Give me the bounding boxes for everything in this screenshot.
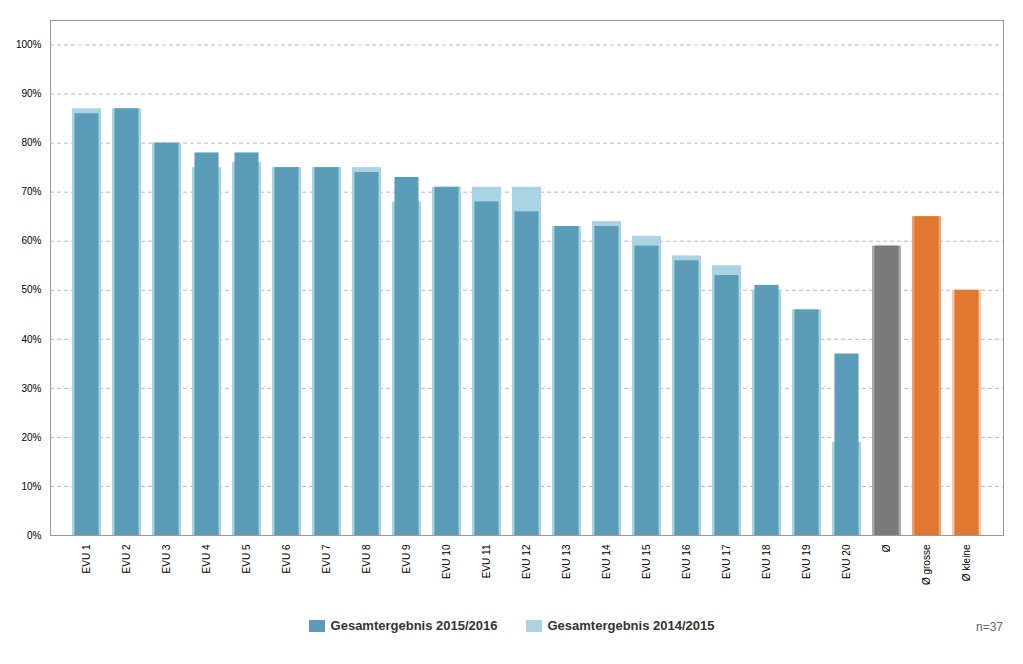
svg-text:EVU 9: EVU 9 xyxy=(401,544,412,573)
svg-text:Ø grosse: Ø grosse xyxy=(921,544,932,585)
svg-text:EVU 13: EVU 13 xyxy=(561,544,572,579)
svg-text:80%: 80% xyxy=(21,137,41,148)
svg-text:EVU 4: EVU 4 xyxy=(201,544,212,573)
svg-text:EVU 3: EVU 3 xyxy=(161,544,172,573)
svg-text:30%: 30% xyxy=(21,383,41,394)
svg-text:EVU 15: EVU 15 xyxy=(641,544,652,579)
html-text:Gesamtergebnis 2015/2016: Gesamtergebnis 2015/2016 xyxy=(330,618,498,633)
svg-text:EVU 8: EVU 8 xyxy=(361,544,372,573)
svg-text:EVU 17: EVU 17 xyxy=(721,544,732,579)
svg-text:60%: 60% xyxy=(21,235,41,246)
svg-text:EVU 1: EVU 1 xyxy=(81,544,92,573)
svg-text:10%: 10% xyxy=(21,481,41,492)
svg-text:EVU 18: EVU 18 xyxy=(761,544,772,579)
svg-text:90%: 90% xyxy=(21,88,41,99)
svg-text:Ø: Ø xyxy=(881,544,892,552)
svg-text:70%: 70% xyxy=(21,186,41,197)
svg-text:EVU 11: EVU 11 xyxy=(481,544,492,578)
svg-text:EVU 5: EVU 5 xyxy=(241,544,252,573)
svg-text:EVU 7: EVU 7 xyxy=(321,544,332,573)
svg-text:EVU 16: EVU 16 xyxy=(681,544,692,579)
html-text:Gesamtergebnis 2014/2015: Gesamtergebnis 2014/2015 xyxy=(547,618,715,633)
svg-text:EVU 12: EVU 12 xyxy=(521,544,532,579)
svg-text:EVU 2: EVU 2 xyxy=(121,544,132,573)
svg-text:EVU 20: EVU 20 xyxy=(841,544,852,579)
svg-text:EVU 14: EVU 14 xyxy=(601,544,612,579)
html-text:n=37: n=37 xyxy=(976,620,1003,634)
svg-text:100%: 100% xyxy=(16,39,42,50)
svg-text:EVU 6: EVU 6 xyxy=(281,544,292,573)
svg-text:Ø kleine: Ø kleine xyxy=(961,544,972,581)
svg-text:EVU 19: EVU 19 xyxy=(801,544,812,579)
svg-text:20%: 20% xyxy=(21,432,41,443)
svg-text:50%: 50% xyxy=(21,284,41,295)
svg-text:EVU 10: EVU 10 xyxy=(441,544,452,579)
svg-text:40%: 40% xyxy=(21,334,41,345)
svg-text:0%: 0% xyxy=(27,530,42,541)
